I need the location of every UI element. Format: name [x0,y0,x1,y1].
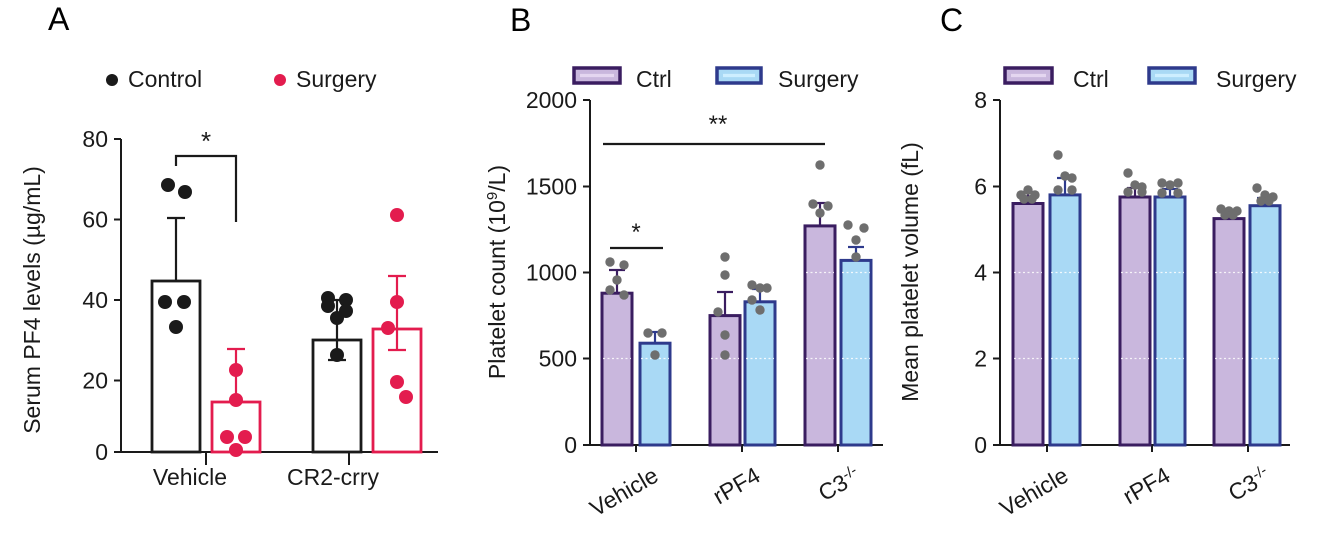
svg-text:40: 40 [82,287,108,313]
svg-text:Serum PF4 levels (µg/mL): Serum PF4 levels (µg/mL) [19,166,45,434]
svg-text:2000: 2000 [526,87,577,113]
svg-text:20: 20 [82,368,108,394]
svg-text:8: 8 [974,87,987,113]
svg-text:1000: 1000 [526,260,577,286]
svg-text:0: 0 [564,432,577,458]
svg-text:2: 2 [974,346,987,372]
svg-text:4: 4 [974,260,987,286]
svg-text:0: 0 [95,439,108,465]
svg-text:Ctrl: Ctrl [1073,66,1109,92]
svg-text:Vehicle: Vehicle [153,464,227,490]
svg-text:Surgery: Surgery [296,66,377,92]
svg-text:1500: 1500 [526,174,577,200]
svg-text:*: * [631,219,640,246]
svg-text:Control: Control [128,66,202,92]
svg-text:Ctrl: Ctrl [636,66,672,92]
svg-text:B: B [510,2,531,38]
svg-text:**: ** [709,111,728,138]
svg-text:80: 80 [82,126,108,152]
svg-text:6: 6 [974,174,987,200]
svg-text:Surgery: Surgery [1216,66,1297,92]
svg-text:A: A [48,1,70,37]
svg-text:Mean platelet volume (fL): Mean platelet volume (fL) [897,142,923,402]
svg-text:*: * [201,126,211,156]
svg-text:CR2-crry: CR2-crry [287,464,379,490]
svg-text:0: 0 [974,432,987,458]
svg-text:C: C [940,2,963,38]
svg-text:500: 500 [539,346,577,372]
svg-text:Surgery: Surgery [778,66,859,92]
svg-text:60: 60 [82,207,108,233]
